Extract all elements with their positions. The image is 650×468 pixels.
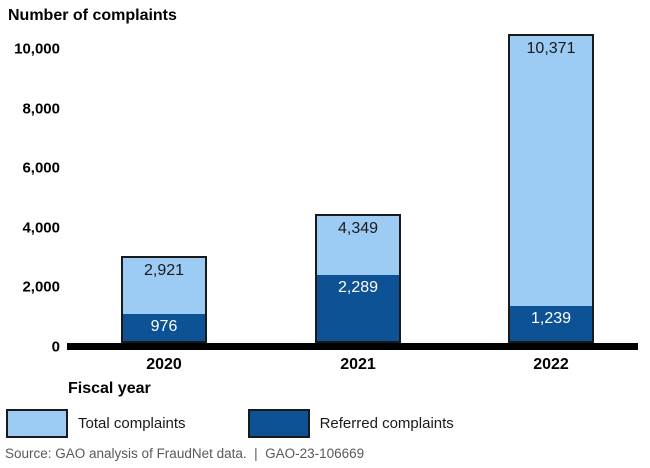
x-axis-line: [67, 343, 638, 350]
y-tick-label: 4,000: [22, 219, 60, 236]
total-complaints-swatch: [6, 409, 68, 438]
referred-value-label-2022: 1,239: [530, 310, 572, 327]
y-tick-label: 8,000: [22, 100, 60, 117]
total-value-label-2022: 10,371: [526, 40, 576, 57]
bar-referred-segment-2021: [317, 275, 399, 341]
legend-item-total: Total complaints: [6, 409, 186, 438]
y-tick-label: 10,000: [14, 40, 60, 58]
referred-complaints-swatch: [247, 409, 310, 438]
source-note: Source: GAO analysis of FraudNet data. |…: [5, 446, 365, 461]
x-axis-label: Fiscal year: [68, 380, 151, 397]
y-tick-label: 0: [51, 338, 60, 355]
bar-referred-segment-2020: [123, 314, 205, 341]
bar-2022: [508, 34, 594, 343]
y-tick-label: 6,000: [22, 159, 60, 177]
legend-label-referred: Referred complaints: [319, 415, 454, 432]
legend-item-referred: Referred complaints: [247, 409, 454, 438]
x-tick-label-2022: 2022: [533, 356, 569, 373]
legend: Total complaints Referred complaints: [6, 409, 454, 438]
x-tick-label-2020: 2020: [146, 356, 182, 373]
y-tick-label: 2,000: [22, 278, 60, 296]
bar-referred-segment-2022: [510, 306, 592, 341]
chart-title: Number of complaints: [8, 7, 177, 24]
referred-value-label-2020: 976: [150, 318, 178, 335]
x-tick-label-2021: 2021: [340, 356, 376, 373]
bar-2020: [121, 256, 207, 343]
total-value-label-2020: 2,921: [143, 262, 185, 279]
legend-label-total: Total complaints: [78, 415, 186, 432]
referred-value-label-2021: 2,289: [337, 279, 379, 296]
bar-2021: [315, 214, 401, 343]
total-value-label-2021: 4,349: [337, 220, 379, 237]
